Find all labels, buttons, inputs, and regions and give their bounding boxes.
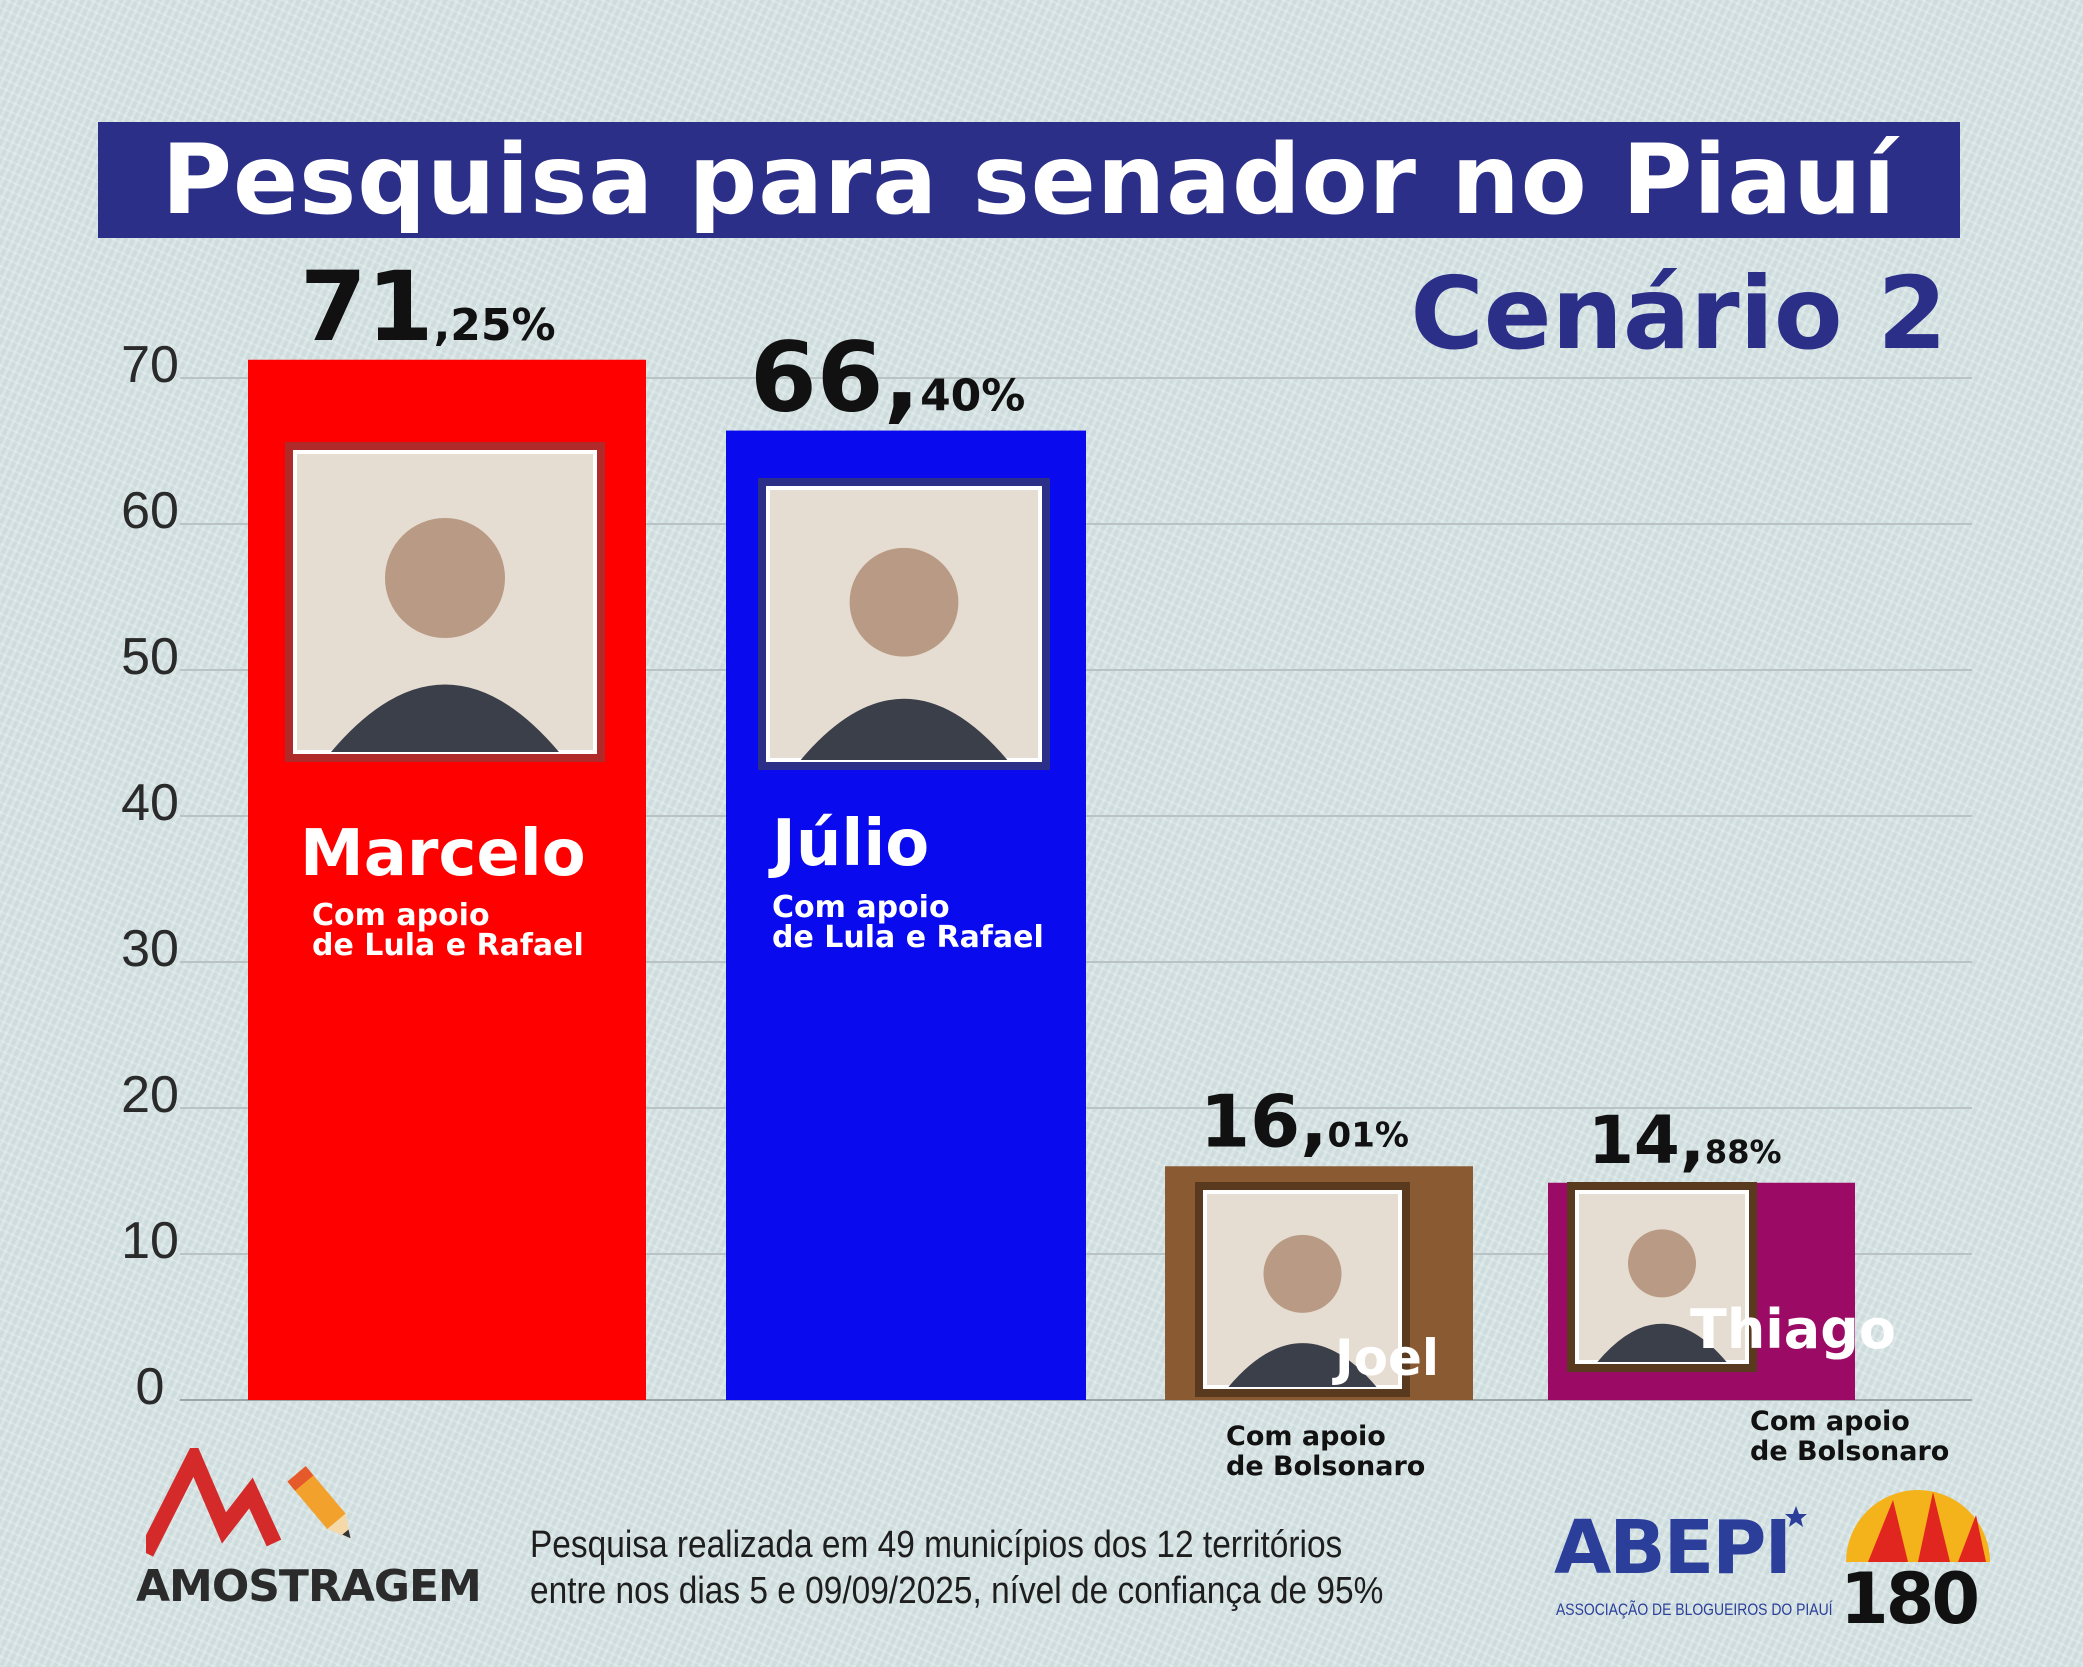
footer-note: Pesquisa realizada em 49 municípios dos … [530,1522,1383,1614]
footer-note-line2: entre nos dias 5 e 09/09/2025, nível de … [530,1570,1384,1612]
logo-180: 180 [1838,1470,1998,1640]
text-180: 180 [1840,1558,1980,1640]
y-tick-label: 0 [136,1358,165,1416]
y-tick-label: 20 [121,1066,179,1124]
data-label-int: 71 [300,251,434,363]
data-label: 16,01% [1200,1079,1409,1163]
amostragem-logo: AMOSTRAGEM [136,1448,506,1618]
abepi-subtitle: ASSOCIAÇÃO DE BLOGUEIROS DO PIAUÍ [1556,1600,1833,1619]
abepi-text: ABEPI [1554,1505,1792,1591]
y-tick-label: 40 [121,774,179,832]
data-label: 71,25% [300,251,556,363]
support-label: de Bolsonaro [1750,1436,1949,1467]
title-banner: Pesquisa para senador no Piauí [98,122,1960,238]
data-label: 14,88% [1588,1102,1782,1179]
photo-body [1597,1323,1727,1362]
data-label-dec: 88% [1705,1133,1782,1171]
y-tick-label: 50 [121,628,179,686]
candidate-name: Júlio [768,807,929,881]
data-label-dec: 01% [1328,1115,1409,1155]
photo-head [1263,1234,1342,1313]
photo-head [385,518,505,638]
photo-body [331,684,559,752]
photo-body [800,698,1008,760]
chart-subtitle: Cenário 2 [1410,255,1947,372]
photo-body [1228,1343,1377,1387]
y-axis-ticks: 0 10 20 30 40 50 60 70 [121,336,179,1416]
candidate-name: Joel [1332,1329,1439,1387]
photo-head [1628,1229,1696,1298]
pencil-icon [287,1466,351,1539]
photo-head [849,547,959,657]
footer-note-line1: Pesquisa realizada em 49 municípios dos … [530,1524,1343,1566]
support-label: Com apoio [1226,1421,1386,1452]
data-label-int: 16, [1200,1079,1328,1163]
sun-icon [1846,1490,1990,1562]
amostragem-mark-icon [146,1448,351,1557]
y-tick-label: 10 [121,1212,179,1270]
amostragem-text: AMOSTRAGEM [136,1561,482,1612]
data-label-int: 66, [750,322,920,434]
support-label: de Bolsonaro [1226,1451,1425,1482]
y-tick-label: 30 [121,920,179,978]
support-label: Com apoio [1750,1406,1910,1437]
data-label-dec: 40% [920,371,1025,422]
support-label: de Lula e Rafael [312,928,584,963]
star-icon [1785,1506,1807,1527]
support-label: Com apoio [312,898,490,933]
data-label-int: 14, [1588,1102,1705,1179]
y-tick-label: 60 [121,482,179,540]
data-label-dec: ,25% [434,300,556,351]
y-tick-label: 70 [121,336,179,394]
support-label: de Lula e Rafael [772,920,1044,955]
abepi-logo: ABEPI ASSOCIAÇÃO DE BLOGUEIROS DO PIAUÍ [1552,1505,1833,1625]
support-label: Com apoio [772,890,950,925]
candidate-name: Marcelo [300,817,586,891]
data-label: 66,40% [750,322,1025,434]
chart-title: Pesquisa para senador no Piauí [161,124,1897,236]
candidate-name: Thiago [1690,1298,1896,1361]
